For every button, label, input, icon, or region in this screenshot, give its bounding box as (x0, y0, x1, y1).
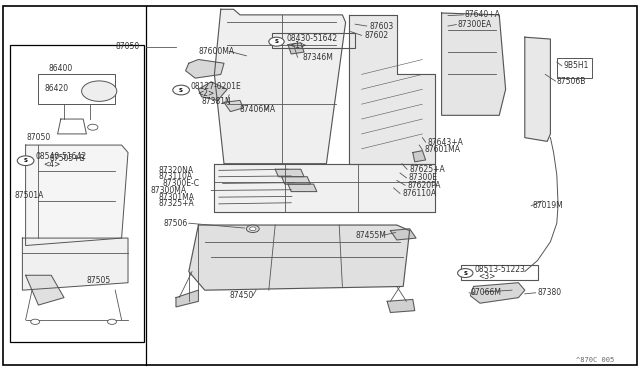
Text: 87620PA: 87620PA (408, 181, 441, 190)
Bar (461, 265, 538, 280)
Text: 87300E-C: 87300E-C (163, 179, 200, 188)
Bar (557, 58, 592, 78)
Text: 87406MA: 87406MA (240, 105, 276, 114)
Polygon shape (525, 37, 550, 141)
Polygon shape (282, 177, 310, 184)
Text: 87346M: 87346M (302, 53, 333, 62)
Polygon shape (275, 169, 304, 177)
Text: 87643+A: 87643+A (428, 138, 463, 147)
Polygon shape (189, 225, 410, 290)
Text: 87600MA: 87600MA (198, 47, 234, 56)
Polygon shape (288, 184, 317, 192)
Text: 87505+B: 87505+B (50, 154, 86, 163)
Polygon shape (387, 299, 415, 312)
Circle shape (458, 269, 473, 278)
Polygon shape (288, 43, 304, 54)
Text: <4>: <4> (44, 160, 61, 169)
Bar (38, 74, 115, 104)
Text: 87050: 87050 (115, 42, 140, 51)
Polygon shape (22, 238, 128, 290)
Text: 87019M: 87019M (532, 201, 563, 210)
Text: S: S (275, 39, 278, 44)
Text: 97066M: 97066M (470, 288, 501, 297)
Text: 87506B: 87506B (557, 77, 586, 86)
Text: 87450: 87450 (229, 291, 253, 300)
Text: S: S (179, 87, 183, 93)
Polygon shape (390, 229, 416, 240)
Text: 87320NA: 87320NA (159, 166, 194, 175)
Text: 08540-51642: 08540-51642 (35, 153, 86, 161)
Polygon shape (349, 15, 435, 164)
Text: 87301MA: 87301MA (159, 193, 195, 202)
Circle shape (250, 227, 256, 231)
Polygon shape (186, 60, 224, 78)
Circle shape (108, 319, 116, 324)
Text: <1>: <1> (289, 41, 307, 50)
Circle shape (269, 37, 284, 46)
Text: <3>: <3> (479, 272, 496, 281)
Bar (10, 45, 144, 342)
Circle shape (173, 85, 189, 95)
Text: 87602: 87602 (365, 31, 389, 40)
Text: 87501A: 87501A (14, 191, 44, 200)
Text: 87640+A: 87640+A (465, 10, 500, 19)
Bar (272, 33, 355, 48)
Text: ^870C 005: ^870C 005 (576, 357, 614, 363)
Text: 08513-51223: 08513-51223 (475, 265, 525, 274)
Text: 86400: 86400 (49, 64, 73, 73)
Circle shape (31, 319, 40, 324)
Circle shape (88, 124, 98, 130)
Text: 87300MA: 87300MA (150, 186, 186, 195)
Polygon shape (214, 9, 346, 164)
Polygon shape (26, 145, 128, 246)
Text: <2>: <2> (197, 89, 214, 98)
Polygon shape (26, 275, 64, 305)
Text: S: S (24, 158, 28, 163)
Text: 873110A: 873110A (159, 172, 193, 181)
Polygon shape (214, 164, 435, 212)
Text: 87506: 87506 (164, 219, 188, 228)
Text: 86420: 86420 (45, 84, 69, 93)
Text: 87381N: 87381N (202, 97, 231, 106)
Text: 87300EA: 87300EA (458, 20, 492, 29)
Polygon shape (176, 290, 198, 307)
Text: 87455M: 87455M (355, 231, 386, 240)
Text: 87325+A: 87325+A (159, 199, 195, 208)
Text: 87300E: 87300E (409, 173, 438, 182)
Text: 87603: 87603 (370, 22, 394, 31)
Text: 87050: 87050 (27, 133, 51, 142)
Circle shape (246, 225, 259, 232)
Text: 08127-0201E: 08127-0201E (191, 82, 241, 91)
Polygon shape (413, 151, 426, 162)
Ellipse shape (82, 81, 117, 102)
Text: 87625+A: 87625+A (410, 165, 445, 174)
Text: S: S (463, 270, 467, 276)
Circle shape (17, 156, 34, 166)
Polygon shape (442, 13, 506, 115)
Text: 08430-51642: 08430-51642 (286, 34, 337, 43)
Polygon shape (198, 82, 227, 100)
Text: 87601MA: 87601MA (424, 145, 460, 154)
Text: 87380: 87380 (538, 288, 562, 297)
Polygon shape (470, 283, 525, 303)
Text: 87505: 87505 (86, 276, 111, 285)
Text: 9B5H1: 9B5H1 (563, 61, 589, 70)
Text: 876110A: 876110A (403, 189, 436, 198)
Polygon shape (224, 100, 243, 112)
